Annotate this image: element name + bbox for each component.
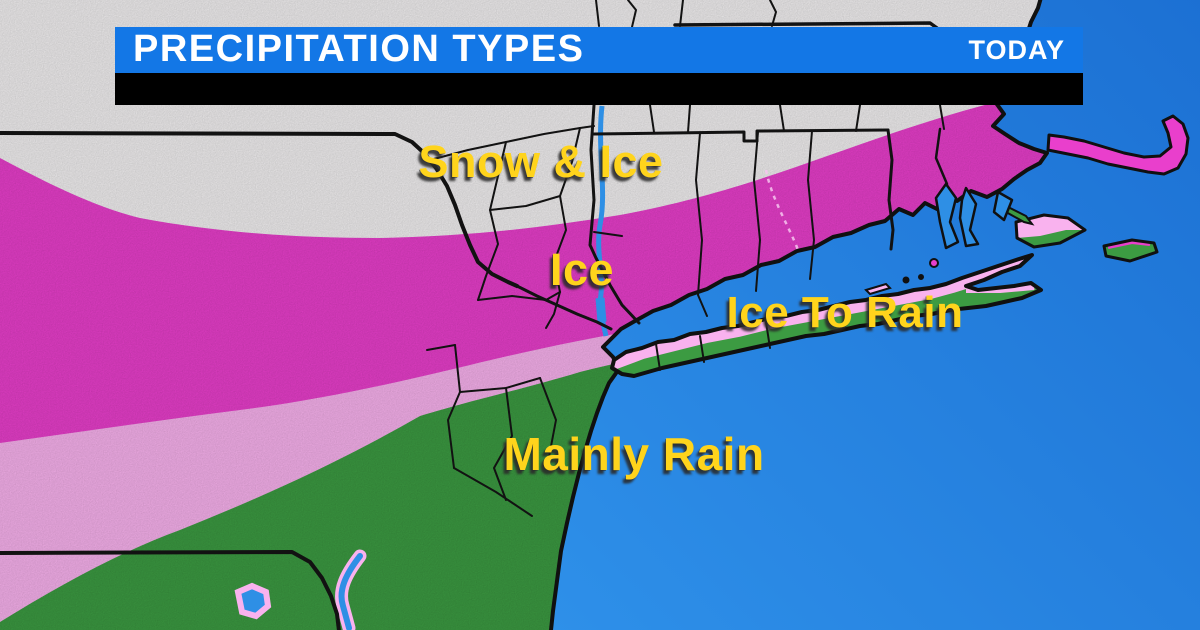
zone-label-ice-to-rain: Ice To Rain — [726, 288, 964, 337]
state-borders — [0, 21, 949, 630]
connecticut-river — [764, 169, 800, 251]
zone-label-mainly-rain: Mainly Rain — [503, 428, 765, 480]
long-island — [610, 253, 1043, 378]
county-borders — [426, 0, 945, 517]
cape-cod — [1046, 114, 1190, 176]
small-islands — [864, 205, 1035, 296]
bays — [934, 182, 1014, 250]
header-time-tag: TODAY — [968, 34, 1065, 65]
hudson-river — [595, 105, 609, 337]
page-title: PRECIPITATION TYPES — [133, 27, 585, 70]
zone-label-snow-ice: Snow & Ice — [418, 136, 664, 187]
delaware-river — [234, 549, 367, 630]
header-underbar — [115, 73, 1083, 105]
header-bar: PRECIPITATION TYPES TODAY — [115, 27, 1083, 73]
zone-label-ice: Ice — [549, 244, 615, 295]
marthas-vineyard — [1014, 213, 1087, 249]
nantucket — [1102, 238, 1159, 263]
